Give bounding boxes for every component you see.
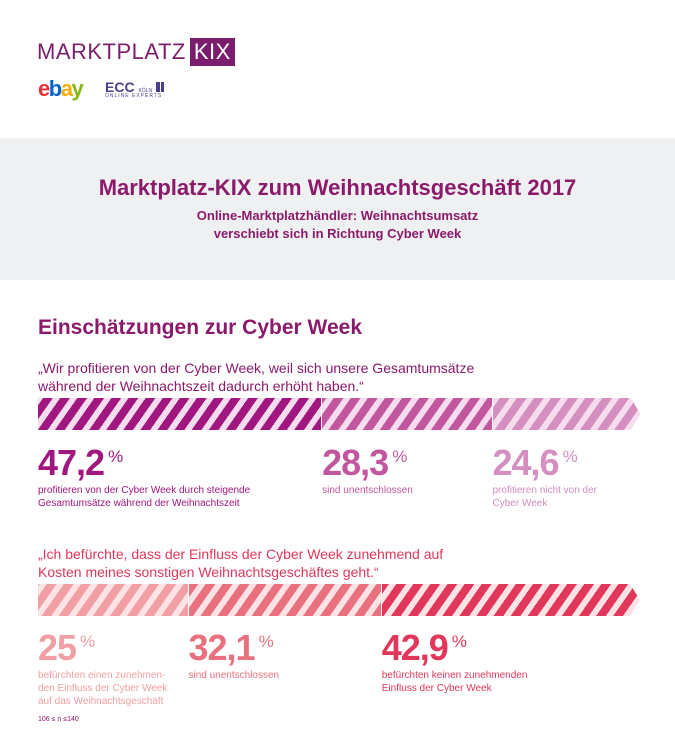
percentage-value: 25% — [38, 627, 95, 668]
percentage-label: sind unentschlossen — [188, 670, 280, 681]
quote-2: „Ich befürchte, dass der Einfluss der Cy… — [38, 546, 444, 580]
bar-segment — [38, 584, 188, 616]
percentage-value: 42,9% — [381, 627, 467, 668]
logo-badge: KIX — [189, 38, 235, 66]
bar-segment — [38, 398, 322, 430]
percentage-label: profitieren von der Cyber Week durch ste… — [38, 485, 251, 509]
stacked-bar-1 — [38, 398, 640, 430]
sample-size-footnote: 106 ≤ n ≤140 — [38, 716, 79, 723]
percentage-label: befürchten einen zunehmen-den Einfluss d… — [38, 670, 168, 707]
stacked-bar-2 — [38, 584, 640, 616]
section-heading: Einschätzungen zur Cyber Week — [38, 316, 363, 339]
title-banner — [0, 138, 675, 280]
percentage-value: 24,6% — [492, 442, 578, 483]
marktplatz-kix-logo: MARKTPLATZ KIX — [37, 38, 235, 66]
quote-1: „Wir profitieren von der Cyber Week, wei… — [38, 360, 475, 394]
percentage-value: 32,1% — [188, 627, 274, 668]
percentage-value: 47,2% — [38, 442, 123, 483]
percentage-value: 28,3% — [322, 442, 407, 483]
bar-segment — [493, 398, 641, 430]
ecc-koeln-logo: ECC KÖLN ONLINE EXPERTS — [105, 79, 164, 99]
page-title: Marktplatz-KIX zum Weihnachtsgeschäft 20… — [98, 175, 577, 200]
percentage-label: sind unentschlossen — [322, 485, 413, 496]
bar-segment — [382, 584, 640, 616]
page-subtitle: Online-Marktplatzhändler: Weihnachtsumsa… — [196, 208, 479, 241]
percentage-label: befürchten keinen zunehmenden Einfluss de… — [381, 670, 528, 694]
ebay-logo: ebay — [38, 76, 84, 101]
percentage-label: profitieren nicht von der Cyber Week — [492, 485, 598, 509]
logo-text: MARKTPLATZ — [37, 39, 186, 64]
bar-segment — [322, 398, 492, 430]
bar-segment — [188, 584, 381, 616]
